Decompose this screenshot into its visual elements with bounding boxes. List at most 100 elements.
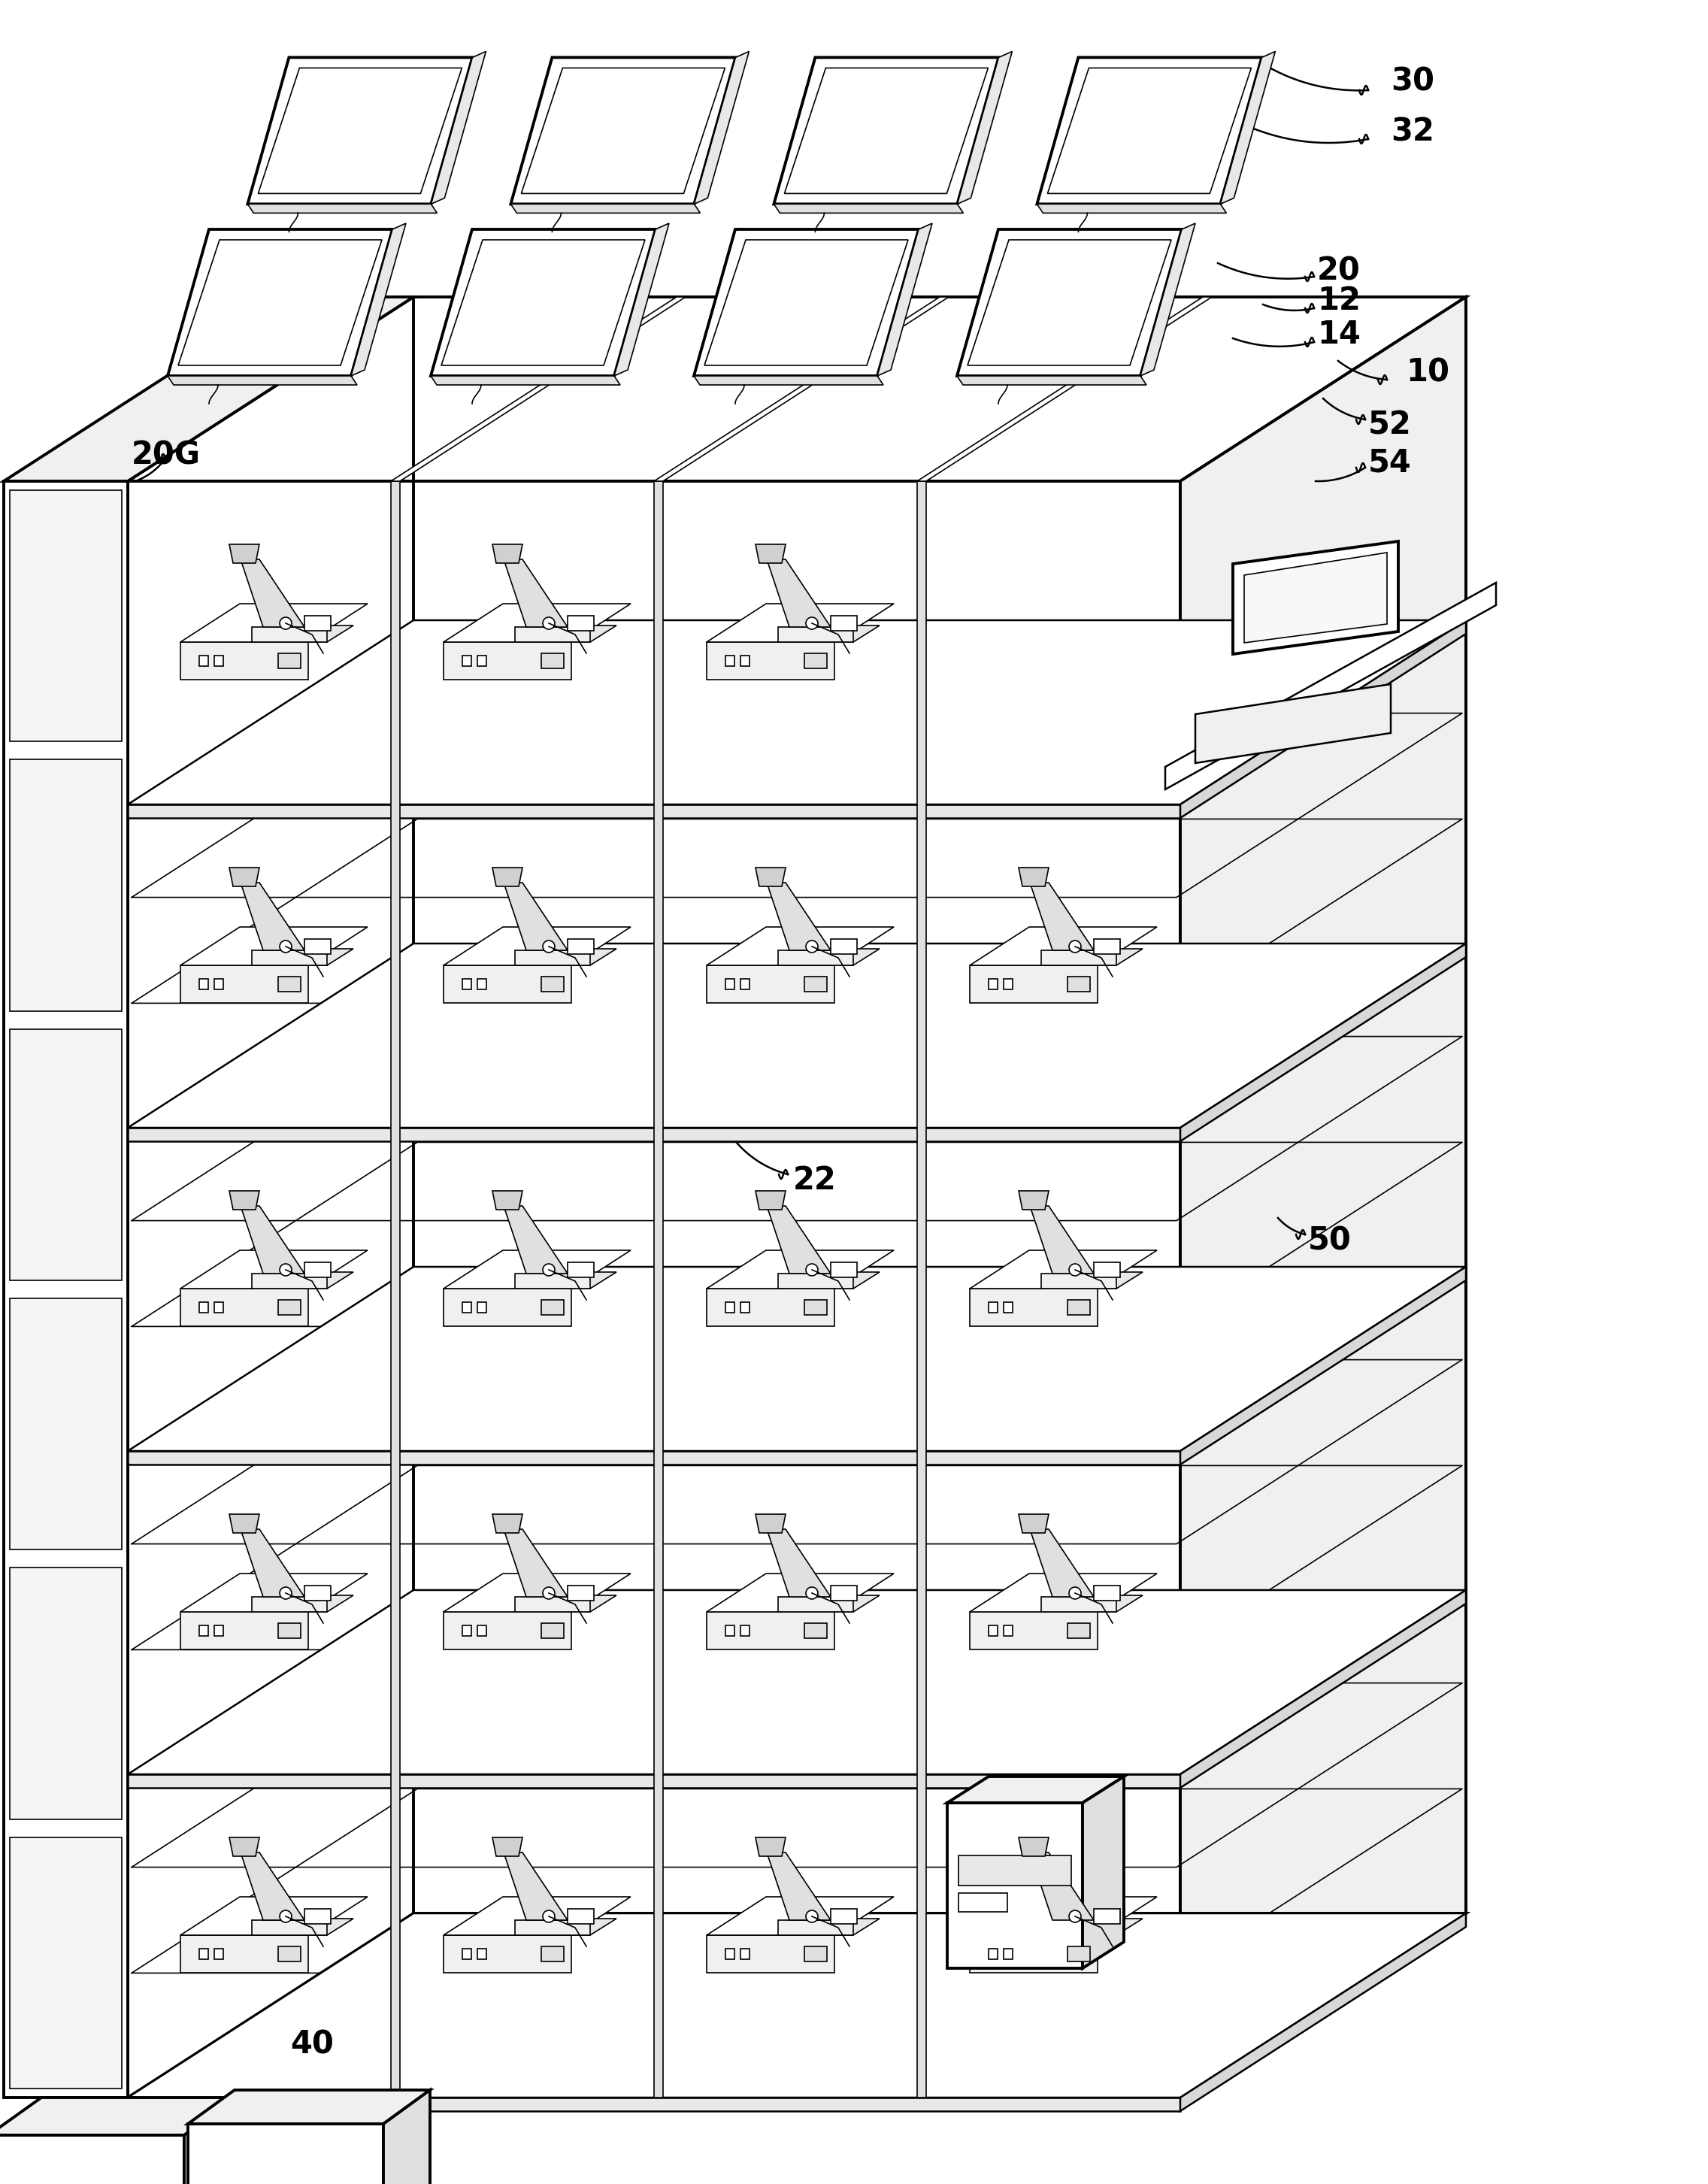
Polygon shape bbox=[492, 1514, 523, 1533]
Polygon shape bbox=[967, 240, 1172, 365]
Polygon shape bbox=[258, 68, 461, 194]
Polygon shape bbox=[654, 480, 663, 2097]
Polygon shape bbox=[0, 2136, 184, 2184]
Polygon shape bbox=[128, 943, 1465, 1127]
Polygon shape bbox=[128, 480, 1180, 2097]
Polygon shape bbox=[504, 882, 567, 950]
Polygon shape bbox=[441, 240, 646, 365]
Polygon shape bbox=[10, 489, 121, 743]
Polygon shape bbox=[10, 1568, 121, 1819]
Polygon shape bbox=[1004, 1948, 1013, 1959]
Polygon shape bbox=[707, 926, 893, 965]
Polygon shape bbox=[1030, 1529, 1093, 1597]
Polygon shape bbox=[181, 1289, 307, 1326]
Polygon shape bbox=[1180, 297, 1465, 2097]
Polygon shape bbox=[1004, 1302, 1013, 1313]
Polygon shape bbox=[504, 559, 567, 627]
Circle shape bbox=[280, 1265, 292, 1275]
Polygon shape bbox=[514, 1920, 591, 1935]
Polygon shape bbox=[504, 1206, 567, 1273]
Polygon shape bbox=[0, 2097, 237, 2136]
Circle shape bbox=[806, 1911, 818, 1922]
Polygon shape bbox=[181, 1898, 367, 1935]
Polygon shape bbox=[128, 1450, 1180, 1465]
Polygon shape bbox=[779, 627, 854, 642]
Polygon shape bbox=[10, 760, 121, 1011]
Text: 20G: 20G bbox=[132, 439, 202, 470]
Polygon shape bbox=[304, 1909, 331, 1924]
Polygon shape bbox=[514, 625, 617, 642]
Polygon shape bbox=[755, 1837, 786, 1856]
Polygon shape bbox=[755, 1514, 786, 1533]
Text: 54: 54 bbox=[1368, 446, 1411, 478]
Polygon shape bbox=[511, 57, 736, 203]
Polygon shape bbox=[654, 297, 948, 480]
Polygon shape bbox=[444, 1289, 572, 1326]
Polygon shape bbox=[200, 978, 208, 989]
Polygon shape bbox=[200, 1302, 208, 1313]
Text: 22: 22 bbox=[793, 1164, 837, 1197]
Polygon shape bbox=[767, 882, 830, 950]
Polygon shape bbox=[1042, 1273, 1117, 1289]
Polygon shape bbox=[200, 1948, 208, 1959]
Polygon shape bbox=[188, 2123, 383, 2184]
Polygon shape bbox=[477, 1302, 487, 1313]
Polygon shape bbox=[10, 1837, 121, 2088]
Text: 30: 30 bbox=[1390, 66, 1435, 96]
Polygon shape bbox=[444, 1249, 630, 1289]
Polygon shape bbox=[511, 203, 700, 214]
Polygon shape bbox=[251, 625, 354, 642]
Polygon shape bbox=[1221, 52, 1276, 203]
Polygon shape bbox=[200, 1625, 208, 1636]
Polygon shape bbox=[181, 1612, 307, 1649]
Polygon shape bbox=[1018, 1514, 1049, 1533]
Text: 20: 20 bbox=[1317, 256, 1361, 286]
Polygon shape bbox=[804, 976, 827, 992]
Polygon shape bbox=[970, 1612, 1098, 1649]
Polygon shape bbox=[779, 1918, 880, 1935]
Polygon shape bbox=[514, 950, 591, 965]
Polygon shape bbox=[779, 1273, 854, 1289]
Text: 10: 10 bbox=[1406, 356, 1450, 389]
Polygon shape bbox=[304, 1262, 331, 1278]
Polygon shape bbox=[181, 1935, 307, 1972]
Polygon shape bbox=[958, 1894, 1008, 1911]
Polygon shape bbox=[10, 1297, 121, 1551]
Polygon shape bbox=[1165, 583, 1496, 788]
Polygon shape bbox=[128, 297, 1465, 480]
Polygon shape bbox=[181, 1572, 367, 1612]
Polygon shape bbox=[726, 1302, 734, 1313]
Circle shape bbox=[806, 941, 818, 952]
Polygon shape bbox=[707, 1289, 835, 1326]
Polygon shape bbox=[188, 2090, 430, 2123]
Polygon shape bbox=[514, 1594, 617, 1612]
Circle shape bbox=[543, 1588, 555, 1599]
Polygon shape bbox=[1083, 1776, 1124, 1968]
Polygon shape bbox=[492, 867, 523, 887]
Polygon shape bbox=[1004, 978, 1013, 989]
Polygon shape bbox=[477, 1625, 487, 1636]
Polygon shape bbox=[229, 544, 260, 563]
Polygon shape bbox=[251, 1594, 354, 1612]
Polygon shape bbox=[1037, 57, 1262, 203]
Polygon shape bbox=[477, 978, 487, 989]
Polygon shape bbox=[514, 1597, 591, 1612]
Polygon shape bbox=[989, 1625, 997, 1636]
Polygon shape bbox=[391, 297, 685, 480]
Polygon shape bbox=[229, 1837, 260, 1856]
Polygon shape bbox=[1093, 939, 1120, 954]
Polygon shape bbox=[504, 1529, 567, 1597]
Polygon shape bbox=[1141, 223, 1196, 376]
Polygon shape bbox=[830, 1262, 857, 1278]
Polygon shape bbox=[492, 1837, 523, 1856]
Polygon shape bbox=[278, 1299, 301, 1315]
Circle shape bbox=[806, 618, 818, 629]
Polygon shape bbox=[514, 1271, 617, 1289]
Polygon shape bbox=[430, 376, 620, 384]
Polygon shape bbox=[463, 1625, 471, 1636]
Polygon shape bbox=[970, 965, 1098, 1002]
Polygon shape bbox=[128, 1590, 1465, 1773]
Polygon shape bbox=[878, 223, 933, 376]
Polygon shape bbox=[1018, 1837, 1049, 1856]
Polygon shape bbox=[492, 544, 523, 563]
